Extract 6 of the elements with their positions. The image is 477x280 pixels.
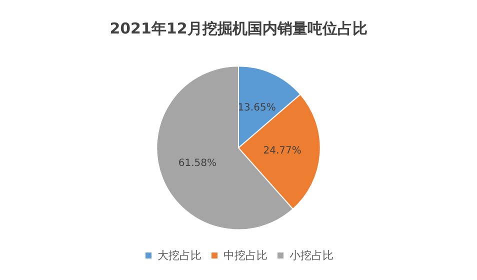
data-label: 24.77% [263, 145, 302, 156]
legend-label: 小挖占比 [290, 249, 334, 262]
legend-label: 大挖占比 [158, 249, 202, 262]
legend-label: 中挖占比 [224, 249, 268, 262]
data-label: 61.58% [178, 158, 217, 170]
chart-title: 2021年12月挖掘机国内销量吨位占比 [110, 20, 368, 38]
